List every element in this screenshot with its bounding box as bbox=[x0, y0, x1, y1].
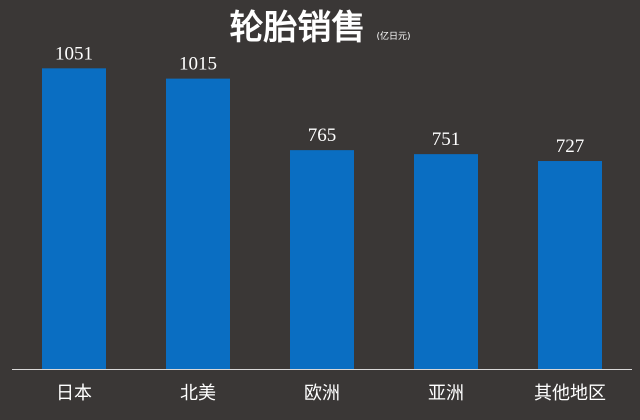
category-label-2: 欧洲 bbox=[304, 383, 340, 404]
bar-value-label-4: 727 bbox=[556, 136, 585, 157]
category-label-3: 亚洲 bbox=[428, 383, 464, 404]
category-label-4: 其他地区 bbox=[534, 383, 606, 404]
category-label-1: 北美 bbox=[180, 383, 216, 404]
bars-group bbox=[42, 68, 602, 370]
bar-value-label-1: 1015 bbox=[179, 54, 217, 75]
category-label-0: 日本 bbox=[56, 383, 92, 404]
bar-value-label-0: 1051 bbox=[55, 43, 93, 64]
bar-3 bbox=[414, 154, 478, 369]
bar-2 bbox=[290, 150, 354, 369]
bar-value-label-3: 751 bbox=[432, 129, 461, 150]
bar-0 bbox=[42, 68, 106, 370]
bar-1 bbox=[166, 78, 230, 370]
category-labels-group: 日本 北美 欧洲 亚洲 其他地区 bbox=[56, 383, 606, 404]
chart-subtitle: (亿日元) bbox=[376, 32, 411, 42]
bar-4 bbox=[538, 161, 602, 369]
title-block: 轮胎销售 (亿日元) bbox=[0, 4, 640, 52]
bar-value-label-2: 765 bbox=[308, 125, 337, 146]
value-labels-group: 1051 1015 765 751 727 bbox=[55, 43, 584, 157]
chart-title: 轮胎销售 bbox=[229, 8, 366, 48]
